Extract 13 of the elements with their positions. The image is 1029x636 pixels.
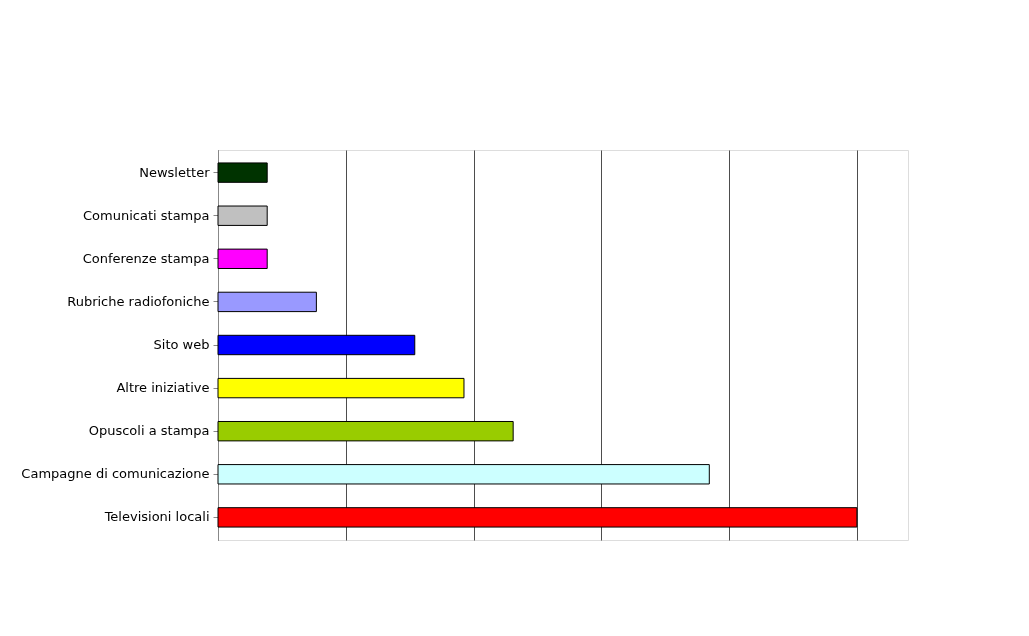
bar: [217, 162, 268, 183]
y-tick-label: Conferenze stampa: [82, 250, 210, 266]
y-tick-label: Campagne di comunicazione: [21, 466, 210, 482]
y-tick-label: Televisioni locali: [103, 509, 210, 525]
bar: [217, 205, 268, 226]
y-tick-label: Opuscoli a stampa: [88, 423, 210, 439]
bar: [217, 248, 268, 270]
y-tick-label: Rubriche radiofoniche: [67, 293, 210, 309]
y-tick-label: Comunicati stampa: [83, 207, 210, 223]
y-tick-label: Sito web: [153, 337, 210, 352]
y-tick-label: Altre iniziative: [116, 380, 210, 396]
y-tick-label: Newsletter: [139, 164, 211, 180]
bar: [217, 291, 317, 313]
